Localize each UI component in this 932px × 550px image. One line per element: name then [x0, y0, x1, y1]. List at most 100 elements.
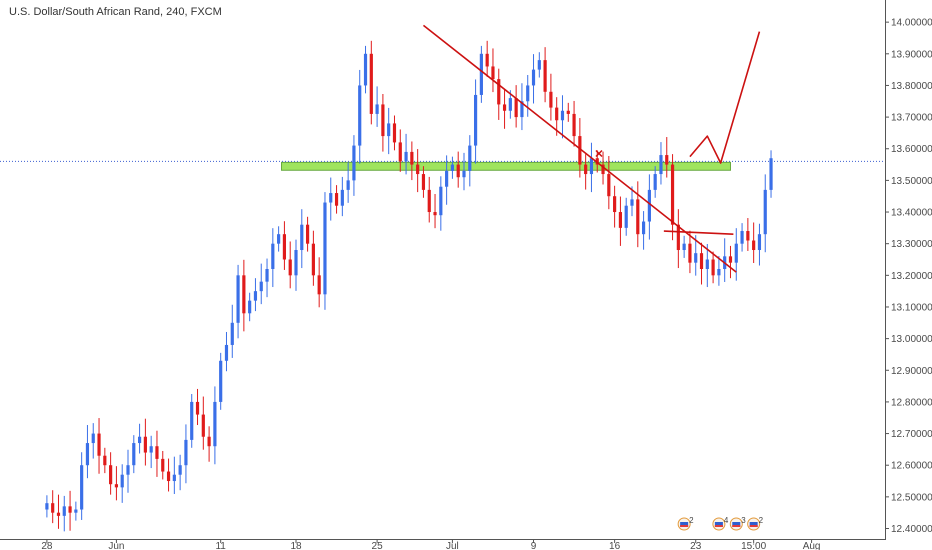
candle-body [97, 433, 101, 456]
candle [659, 142, 663, 185]
candle [601, 151, 605, 185]
candle [166, 458, 171, 492]
trendline[interactable] [422, 24, 737, 273]
candle-body [120, 474, 124, 488]
drawings-layer[interactable] [422, 24, 761, 273]
candle [705, 243, 709, 288]
candle-body [190, 401, 194, 440]
candle [271, 228, 275, 288]
candle-body [294, 250, 298, 276]
y-tick-label: 13.70000 [891, 113, 932, 124]
candle-body [114, 484, 119, 488]
candle-body [184, 439, 188, 466]
candle-body [277, 234, 281, 244]
candle [184, 424, 188, 484]
candle-body [497, 79, 501, 105]
candle [479, 45, 483, 103]
candle-body [381, 104, 385, 137]
candle-body [531, 69, 536, 86]
candle-body [369, 53, 373, 114]
candle [589, 142, 594, 193]
x-tick-label: 11 [215, 541, 226, 550]
candle-body [259, 281, 263, 292]
candle-body [636, 199, 640, 235]
candle [398, 129, 402, 172]
candle-body [137, 436, 142, 444]
candle [410, 141, 414, 181]
candle-body [74, 509, 78, 513]
projection[interactable] [689, 31, 761, 164]
candle [311, 230, 315, 286]
candle [329, 177, 333, 221]
economic-event-flag[interactable]: 2 [747, 516, 764, 531]
candle-body [433, 212, 437, 216]
events-layer[interactable]: 2 4 3 2 [677, 516, 764, 531]
candle-body [387, 123, 391, 137]
y-tick-label: 12.70000 [891, 429, 932, 440]
candle [323, 192, 327, 310]
candle [728, 245, 733, 279]
candle-body [502, 104, 507, 111]
candle [566, 102, 570, 122]
candle [485, 40, 489, 77]
y-tick-label: 12.60000 [891, 461, 932, 472]
candle-body [537, 60, 541, 70]
candle-body [311, 243, 315, 276]
candle-body [769, 158, 773, 190]
candle [126, 449, 130, 493]
candle [473, 79, 478, 164]
economic-event-flag[interactable]: 2 [677, 516, 694, 531]
candle-body [752, 240, 756, 251]
event-count: 3 [741, 516, 746, 525]
y-tick-label: 12.80000 [891, 397, 932, 408]
candle [740, 223, 744, 252]
candle [103, 447, 107, 474]
candle [109, 452, 113, 495]
candle [670, 154, 675, 241]
candle [746, 218, 750, 251]
candle-body [126, 465, 130, 475]
candle-body [62, 506, 66, 516]
candle-body [207, 436, 211, 447]
event-count: 2 [689, 516, 694, 525]
candle-body [491, 66, 495, 80]
event-flag-stripe-red [732, 525, 741, 527]
y-tick-label: 13.20000 [891, 271, 932, 282]
candle-body [694, 253, 698, 263]
event-count: 4 [724, 516, 729, 525]
candle-body [236, 275, 240, 323]
x-axis[interactable]: 28 Jun 11 18 25 Jul 9 16 23 15:00 Aug [41, 539, 820, 550]
y-tick-label: 13.60000 [891, 144, 932, 155]
candle [387, 107, 391, 155]
candle-body [358, 85, 362, 146]
y-axis[interactable]: 14.00000 13.90000 13.80000 13.70000 13.60000… [885, 18, 932, 535]
candle [85, 425, 90, 479]
candle [427, 176, 431, 223]
candle [277, 226, 281, 252]
candle-body [543, 60, 547, 92]
event-flag-stripe-red [680, 525, 689, 527]
candle-body [161, 458, 165, 472]
economic-event-flag[interactable]: 3 [729, 516, 746, 531]
candle-body [653, 174, 657, 190]
x-tick-label: 18 [290, 541, 302, 550]
candle-body [520, 101, 524, 118]
candle-body [699, 253, 704, 269]
candle [549, 73, 553, 121]
candle-body [172, 474, 176, 482]
candle-body [201, 414, 205, 437]
candle-body [288, 259, 292, 276]
economic-event-flag[interactable]: 4 [712, 516, 729, 531]
resistance-zone[interactable] [281, 161, 731, 171]
horizontal-line[interactable] [663, 230, 734, 235]
candle-body [421, 174, 426, 190]
candle-body [103, 455, 107, 466]
event-flag-stripe-red [749, 525, 758, 527]
candle [572, 100, 576, 147]
candle [595, 150, 599, 173]
candle-body [224, 344, 229, 361]
candle-body [670, 164, 675, 225]
candle-body [398, 142, 402, 162]
